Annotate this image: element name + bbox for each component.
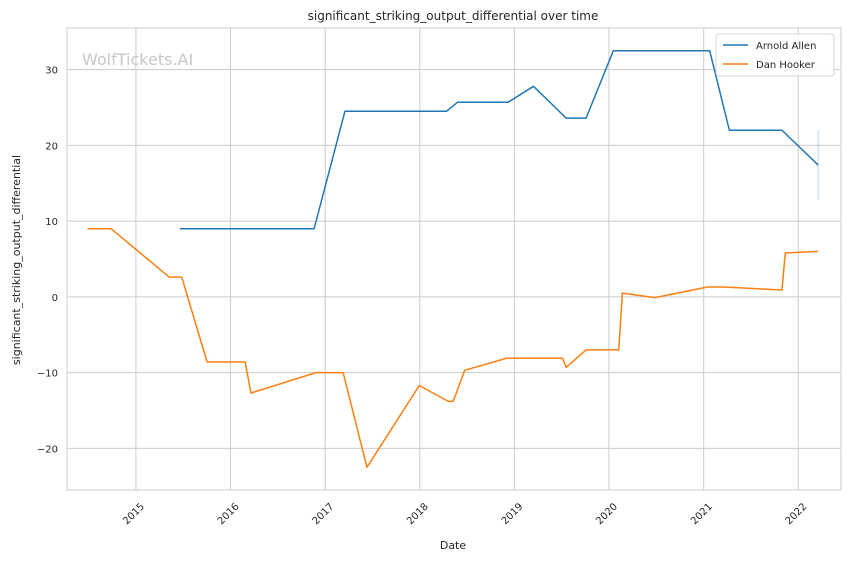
y-axis-ticks: −20 −10 0 10 20 30	[37, 66, 58, 456]
series-line-arnold-allen	[179, 49, 819, 230]
legend-label-arnold-allen: Arnold Allen	[756, 41, 816, 52]
series-lines	[87, 49, 819, 469]
y-tick-label: −20	[37, 444, 58, 455]
y-tick-label: 20	[45, 141, 58, 152]
grid-lines	[67, 28, 841, 490]
y-tick-label: 30	[45, 66, 58, 77]
series-line-dan-hooker	[87, 227, 819, 469]
legend-label-dan-hooker: Dan Hooker	[756, 60, 816, 71]
chart-title: significant_striking_output_differential…	[308, 9, 599, 23]
y-axis-label: significant_striking_output_differential	[10, 155, 23, 365]
x-axis-label: Date	[440, 539, 467, 552]
y-tick-label: 0	[52, 293, 58, 304]
chart-legend: Arnold Allen Dan Hooker	[715, 33, 835, 77]
watermark-text: WolfTickets.AI	[82, 50, 193, 69]
plot-frame	[66, 27, 842, 491]
y-tick-label: 10	[45, 217, 58, 228]
y-tick-label: −10	[37, 369, 58, 380]
